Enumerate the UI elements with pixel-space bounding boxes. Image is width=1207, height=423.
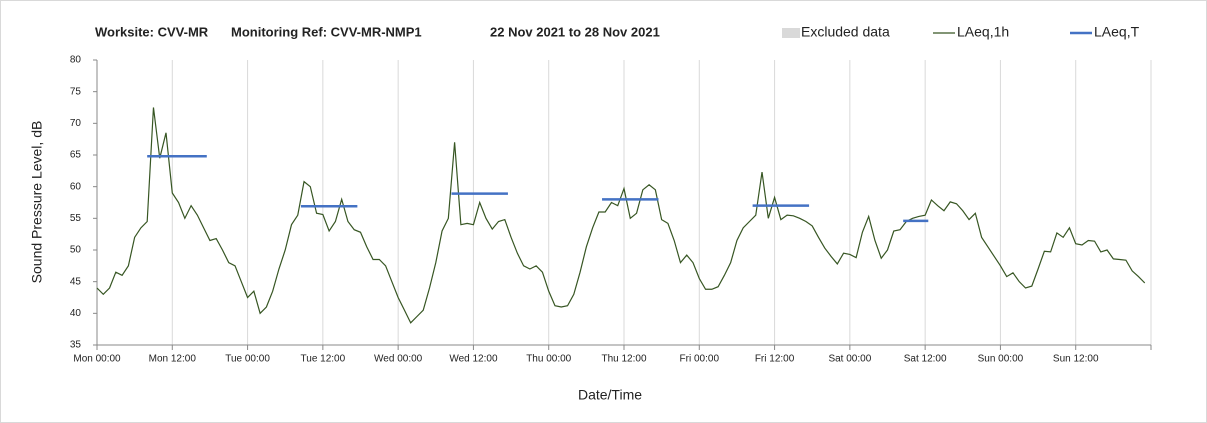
y-tick-label: 75 [70, 86, 82, 97]
x-tick-label: Mon 12:00 [149, 354, 197, 365]
x-tick-label: Tue 00:00 [225, 354, 270, 365]
legend-label: LAeq,1h [957, 24, 1009, 40]
x-tick-label: Sun 00:00 [978, 354, 1024, 365]
line-series [96, 107, 1146, 324]
y-tick-label: 35 [70, 340, 82, 351]
y-tick-label: 65 [70, 150, 82, 161]
x-tick-label: Tue 12:00 [301, 354, 346, 365]
x-tick-label: Fri 00:00 [680, 354, 720, 365]
legend-swatch [782, 28, 800, 38]
x-tick-label: Sun 12:00 [1053, 354, 1099, 365]
y-tick-label: 60 [70, 181, 82, 192]
y-tick-label: 70 [70, 118, 82, 129]
x-tick-label: Mon 00:00 [73, 354, 121, 365]
y-tick-label: 50 [70, 245, 82, 256]
x-tick-label: Sat 00:00 [828, 354, 871, 365]
y-tick-label: 40 [70, 308, 82, 319]
legend-label: LAeq,T [1094, 24, 1140, 40]
x-tick-label: Thu 00:00 [526, 354, 571, 365]
y-tick-label: 45 [70, 276, 82, 287]
x-tick-label: Sat 12:00 [904, 354, 947, 365]
y-tick-label: 55 [70, 213, 82, 224]
header-dates: 22 Nov 2021 to 28 Nov 2021 [490, 24, 660, 39]
x-tick-label: Thu 12:00 [601, 354, 646, 365]
header-ref: Monitoring Ref: CVV-MR-NMP1 [231, 24, 422, 39]
x-tick-label: Wed 12:00 [449, 354, 498, 365]
y-axis-label: Sound Pressure Level, dB [29, 121, 45, 284]
x-tick-label: Wed 00:00 [374, 354, 423, 365]
legend-label: Excluded data [801, 24, 890, 40]
header-worksite: Worksite: CVV-MR [95, 24, 209, 39]
x-tick-label: Fri 12:00 [755, 354, 795, 365]
y-tick-label: 80 [70, 55, 82, 66]
x-axis-label: Date/Time [578, 387, 642, 403]
